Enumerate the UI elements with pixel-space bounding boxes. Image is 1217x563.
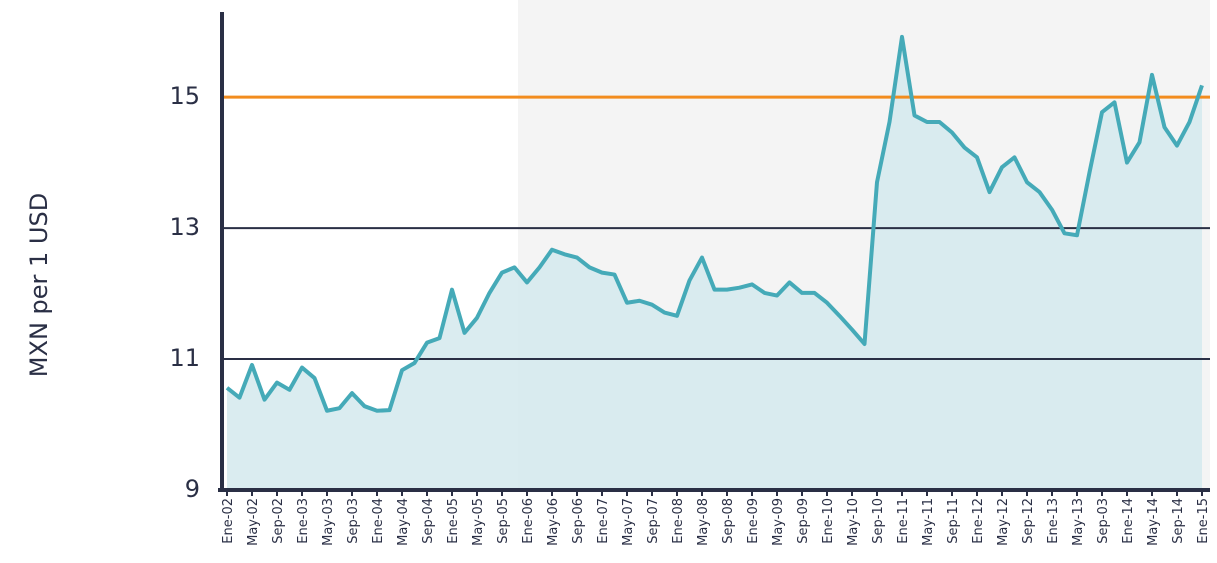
x-tick-label: Ene-03 — [296, 498, 311, 544]
x-tick-label: Sep-10 — [871, 498, 886, 544]
x-tick-label: Ene-09 — [746, 498, 761, 544]
x-tick-label: Sep-05 — [496, 498, 511, 544]
x-tick-label: May-04 — [396, 498, 411, 546]
x-tick-label: Ene-06 — [521, 498, 536, 544]
y-tick-label: 11 — [169, 344, 200, 372]
x-tick-label: Ene-07 — [596, 498, 611, 544]
x-tick-label: Sep-03 — [1096, 498, 1111, 544]
y-axis-label: MXN per 1 USD — [25, 193, 53, 377]
x-tick-label: May-03 — [321, 498, 336, 546]
x-tick-label: Ene-11 — [896, 498, 911, 544]
x-tick-label: May-14 — [1146, 498, 1161, 546]
x-tick-label: Ene-05 — [446, 498, 461, 544]
x-tick-label: May-10 — [846, 498, 861, 546]
x-tick-label: Ene-15 — [1196, 498, 1211, 544]
y-tick-label: 13 — [169, 213, 200, 241]
x-tick-label: May-06 — [546, 498, 561, 546]
x-tick-label: May-11 — [921, 498, 936, 546]
x-tick-label: May-05 — [471, 498, 486, 546]
x-tick-label: Ene-02 — [221, 498, 236, 544]
x-tick-label: Sep-06 — [571, 498, 586, 544]
x-tick-label: Ene-10 — [821, 498, 836, 544]
x-tick-label: Sep-11 — [946, 498, 961, 544]
x-tick-label: Ene-14 — [1121, 498, 1136, 544]
x-tick-label: Sep-12 — [1021, 498, 1036, 544]
x-tick-label: Sep-07 — [646, 498, 661, 544]
x-tick-label: May-13 — [1071, 498, 1086, 546]
x-tick-label: Sep-04 — [421, 498, 436, 544]
x-tick-label: Sep-08 — [721, 498, 736, 544]
y-tick-label: 9 — [185, 475, 200, 503]
x-tick-label: Ene-13 — [1046, 498, 1061, 544]
x-tick-label: May-08 — [696, 498, 711, 546]
x-tick-label: Sep-14 — [1171, 498, 1186, 544]
x-tick-label: Sep-03 — [346, 498, 361, 544]
x-tick-label: Ene-04 — [371, 498, 386, 544]
y-tick-label: 15 — [169, 82, 200, 110]
x-tick-label: May-09 — [771, 498, 786, 546]
line — [225, 34, 1204, 413]
x-tick-label: Ene-12 — [971, 498, 986, 544]
area — [227, 36, 1202, 490]
x-tick-label: Sep-09 — [796, 498, 811, 544]
x-tick-label: Ene-08 — [671, 498, 686, 544]
x-tick-label: May-12 — [996, 498, 1011, 546]
x-tick-label: Sep-02 — [271, 498, 286, 544]
x-tick-label: May-07 — [621, 498, 636, 546]
x-tick-label: May-02 — [246, 498, 261, 546]
